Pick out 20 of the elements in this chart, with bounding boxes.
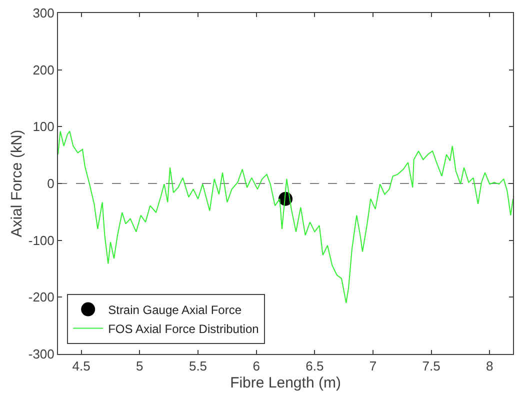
x-tick-label: 7.5 <box>422 358 440 374</box>
y-tick-label: -100 <box>28 232 54 248</box>
x-tick-label: 5 <box>136 358 144 374</box>
y-tick-label: 0 <box>47 176 54 192</box>
y-tick-label: 200 <box>32 62 54 78</box>
y-axis-title: Axial Force (kN) <box>8 130 26 238</box>
legend-label: FOS Axial Force Distribution <box>108 322 259 336</box>
x-tick-label: 5.5 <box>188 358 208 374</box>
y-tick-label: -200 <box>28 290 54 305</box>
x-tick-label: 8 <box>486 358 494 374</box>
y-tick-label: 300 <box>32 6 54 21</box>
x-tick-label: 6.5 <box>306 358 324 374</box>
x-tick-label: 6 <box>252 358 260 374</box>
y-tick-label: 100 <box>32 119 54 134</box>
x-tick-label: 7 <box>369 358 377 374</box>
x-tick-label: 4.5 <box>72 358 90 374</box>
y-tick-label: -300 <box>28 346 54 362</box>
x-axis-title: Fibre Length (m) <box>230 374 341 392</box>
line-series <box>58 130 513 304</box>
legend-label: Strain Gauge Axial Force <box>108 302 242 317</box>
